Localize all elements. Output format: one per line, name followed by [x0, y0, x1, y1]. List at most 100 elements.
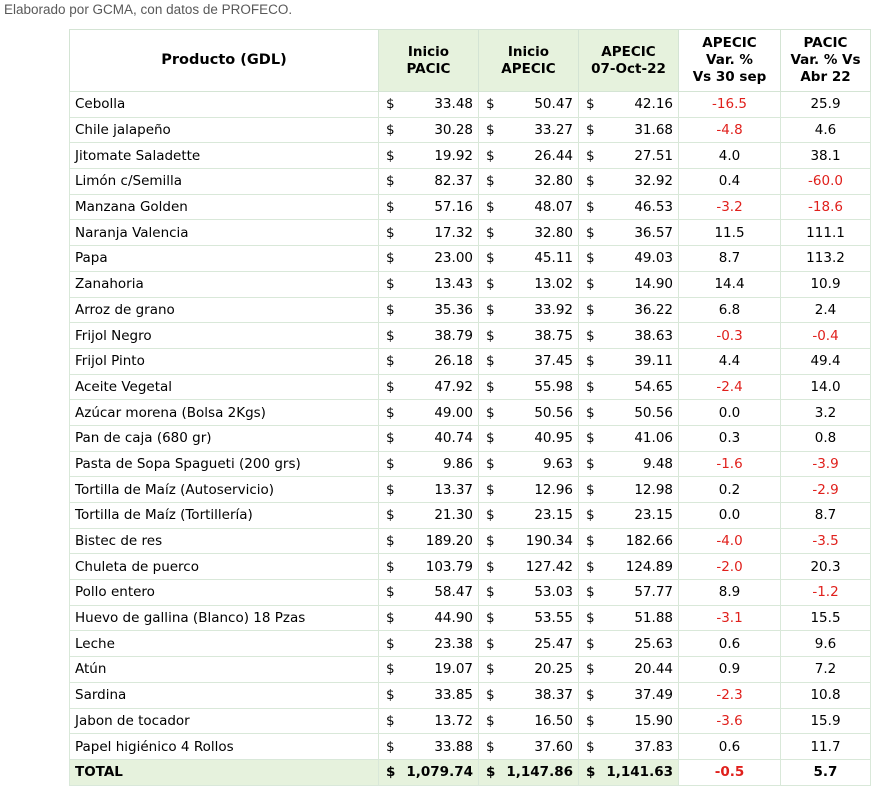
- product-name: Manzana Golden: [69, 193, 379, 221]
- product-name: Chuleta de puerco: [69, 553, 379, 581]
- table-row: Huevo de gallina (Blanco) 18 Pzas $44.90 $…: [69, 604, 871, 632]
- table-row: Jabon de tocador $13.72 $16.50 $15.90 -3.6 15…: [69, 707, 871, 735]
- var-apecic-cell: -2.3: [678, 681, 781, 709]
- product-name: Frijol Pinto: [69, 347, 379, 375]
- header-apecic-fecha: APECIC 07-Oct-22: [578, 29, 679, 92]
- apecic-cell: $182.66: [578, 527, 679, 555]
- var-apecic-cell: -2.0: [678, 553, 781, 581]
- product-name: Sardina: [69, 681, 379, 709]
- currency-symbol: $: [386, 687, 395, 704]
- var-apecic-cell: 0.6: [678, 733, 781, 760]
- currency-symbol: $: [586, 687, 595, 704]
- product-name: Jitomate Saladette: [69, 142, 379, 170]
- inicio-pacic-cell: $189.20: [378, 527, 479, 555]
- inicio-pacic-cell: $17.32: [378, 219, 479, 247]
- currency-symbol: $: [386, 250, 395, 267]
- var-apecic-cell: 11.5: [678, 219, 781, 247]
- inicio-pacic-cell: $38.79: [378, 322, 479, 349]
- currency-symbol: $: [386, 199, 395, 216]
- inicio-pacic-cell: $35.36: [378, 296, 479, 324]
- inicio-apecic-cell-value: 33.27: [534, 122, 573, 139]
- apecic-cell: $32.92: [578, 168, 679, 195]
- inicio-pacic-cell: $33.48: [378, 91, 479, 118]
- inicio-apecic-cell: $53.55: [478, 604, 579, 632]
- var-pacic-cell: 15.9: [780, 707, 871, 735]
- inicio-apecic-cell: $33.92: [478, 296, 579, 324]
- currency-symbol: $: [486, 635, 495, 652]
- var-apecic-cell: 0.9: [678, 656, 781, 683]
- inicio-pacic-cell-value: 23.00: [434, 250, 473, 267]
- table-row: Limón c/Semilla $82.37 $32.80 $32.92 0.4 -60.…: [69, 168, 871, 195]
- inicio-pacic-cell-value: 23.38: [434, 635, 473, 652]
- inicio-pacic-cell-value: 189.20: [425, 533, 473, 550]
- table-row: Tortilla de Maíz (Tortillería) $21.30 $23.…: [69, 502, 871, 529]
- apecic-cell-value: 31.68: [634, 122, 673, 139]
- inicio-pacic-cell: $49.00: [378, 399, 479, 426]
- currency-symbol: $: [486, 327, 495, 344]
- apecic-cell: $12.98: [578, 476, 679, 503]
- apecic-cell-value: 14.90: [634, 276, 673, 293]
- var-apecic-cell: -0.3: [678, 322, 781, 349]
- currency-symbol: $: [586, 276, 595, 293]
- inicio-pacic-cell: $82.37: [378, 168, 479, 195]
- product-name: Leche: [69, 630, 379, 658]
- total-row: TOTAL $1,079.74 $1,147.86 $1,141.63 -0.5 5.7: [69, 758, 871, 786]
- table-row: Tortilla de Maíz (Autoservicio) $13.37 $12…: [69, 476, 871, 503]
- currency-symbol: $: [486, 353, 495, 370]
- currency-symbol: $: [386, 224, 395, 241]
- currency-symbol: $: [586, 455, 595, 472]
- apecic-cell: $57.77: [578, 579, 679, 606]
- currency-symbol: $: [486, 533, 495, 550]
- inicio-apecic-cell-value: 33.92: [534, 301, 573, 318]
- var-pacic-cell: 111.1: [780, 219, 871, 247]
- currency-symbol: $: [486, 558, 495, 575]
- product-name: Zanahoria: [69, 270, 379, 298]
- currency-symbol: $: [586, 173, 595, 190]
- currency-symbol: $: [386, 353, 395, 370]
- table-row: Chile jalapeño $30.28 $33.27 $31.68 -4.8 4.6: [69, 116, 871, 144]
- inicio-pacic-cell-value: 33.85: [434, 687, 473, 704]
- inicio-apecic-cell-value: 13.02: [534, 276, 573, 293]
- var-pacic-cell: -2.9: [780, 476, 871, 503]
- currency-symbol: $: [486, 199, 495, 216]
- apecic-cell: $50.56: [578, 399, 679, 426]
- table-row: Arroz de grano $35.36 $33.92 $36.22 6.8 2.4: [69, 296, 871, 324]
- table-row: Frijol Pinto $26.18 $37.45 $39.11 4.4 49.4: [69, 347, 871, 375]
- inicio-pacic-cell: $9.86: [378, 450, 479, 478]
- source-caption: Elaborado por GCMA, con datos de PROFECO…: [4, 2, 293, 17]
- inicio-apecic-cell: $55.98: [478, 373, 579, 401]
- inicio-apecic-cell: $48.07: [478, 193, 579, 221]
- inicio-pacic-cell: $33.88: [378, 733, 479, 760]
- apecic-cell-value: 41.06: [634, 430, 673, 447]
- inicio-pacic-cell-value: 40.74: [434, 430, 473, 447]
- inicio-apecic-cell-value: 50.47: [534, 96, 573, 113]
- apecic-cell: $15.90: [578, 707, 679, 735]
- inicio-pacic-cell: $21.30: [378, 502, 479, 529]
- table-row: Aceite Vegetal $47.92 $55.98 $54.65 -2.4 14.0: [69, 373, 871, 401]
- inicio-pacic-cell: $19.92: [378, 142, 479, 170]
- product-name: Bistec de res: [69, 527, 379, 555]
- inicio-apecic-cell-value: 48.07: [534, 199, 573, 216]
- apecic-cell-value: 36.57: [634, 224, 673, 241]
- inicio-pacic-cell: $47.92: [378, 373, 479, 401]
- apecic-cell: $25.63: [578, 630, 679, 658]
- var-pacic-cell: 38.1: [780, 142, 871, 170]
- var-pacic-cell: 10.9: [780, 270, 871, 298]
- inicio-pacic-cell-value: 19.07: [434, 661, 473, 678]
- currency-symbol: $: [586, 533, 595, 550]
- inicio-apecic-cell-value: 45.11: [534, 250, 573, 267]
- product-name: Naranja Valencia: [69, 219, 379, 247]
- currency-symbol: $: [386, 533, 395, 550]
- apecic-cell: $14.90: [578, 270, 679, 298]
- product-name: Pasta de Sopa Spagueti (200 grs): [69, 450, 379, 478]
- table-row: Sardina $33.85 $38.37 $37.49 -2.3 10.8: [69, 681, 871, 709]
- inicio-pacic-cell-value: 13.43: [434, 276, 473, 293]
- currency-symbol: $: [386, 712, 395, 729]
- table-row: Zanahoria $13.43 $13.02 $14.90 14.4 10.9: [69, 270, 871, 298]
- currency-symbol: $: [486, 224, 495, 241]
- apecic-cell-value: 37.83: [634, 738, 673, 755]
- inicio-apecic-cell: $9.63: [478, 450, 579, 478]
- product-name: Papa: [69, 245, 379, 272]
- var-apecic-cell: -4.0: [678, 527, 781, 555]
- var-apecic-cell: 0.0: [678, 502, 781, 529]
